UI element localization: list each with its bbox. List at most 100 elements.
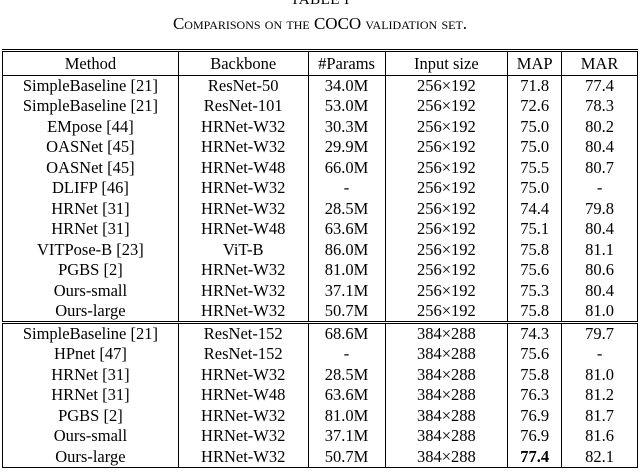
table-cell: 66.0M: [307, 157, 386, 178]
table-cell: HRNet-W32: [177, 198, 309, 219]
table-cell: 75.3: [507, 280, 563, 301]
table-row: HRNet [31] HRNet-W32 28.5M 384×288 75.8 81.0: [2, 364, 638, 385]
table-cell: 80.6: [561, 260, 638, 281]
table-cell: HRNet-W32: [177, 301, 309, 324]
table-cell: 75.8: [507, 239, 563, 260]
header-cell: Method: [2, 49, 179, 76]
table-cell: 81.6: [561, 426, 638, 447]
table-cell: 81.2: [561, 385, 638, 406]
table-cell: 81.0: [561, 364, 638, 385]
table-cell: HRNet-W32: [177, 116, 309, 137]
table-cell: 80.4: [561, 280, 638, 301]
table-row: Ours-large HRNet-W32 50.7M 256×192 75.8 81.0: [2, 301, 638, 324]
table-cell: HRNet-W32: [177, 137, 309, 158]
table-cell: 80.2: [561, 116, 638, 137]
row-group: SimpleBaseline [21] ResNet-50 34.0M 256×192…: [2, 75, 638, 324]
table-row: Ours-small HRNet-W32 37.1M 256×192 75.3 80.4: [2, 280, 638, 301]
table-cell: 50.7M: [307, 446, 386, 468]
table-cell: 256×192: [384, 75, 509, 96]
table-cell: 256×192: [384, 137, 509, 158]
table-cell: ResNet-101: [177, 96, 309, 117]
table-cell: EMpose [44]: [2, 116, 179, 137]
table-row: HPnet [47] ResNet-152-384×288 75.6-: [2, 344, 638, 365]
table-cell: 28.5M: [307, 364, 386, 385]
table-cell: 72.6: [507, 96, 563, 117]
table-cell: 79.7: [561, 322, 638, 344]
table-row: OASNet [45] HRNet-W48 66.0M 256×192 75.5 80.7: [2, 157, 638, 178]
table-cell: 80.4: [561, 137, 638, 158]
table-cell: 256×192: [384, 280, 509, 301]
table-cell: HRNet-W32: [177, 260, 309, 281]
table-cell: 82.1: [561, 446, 638, 468]
table-cell: PGBS [2]: [2, 405, 179, 426]
table-cell: 384×288: [384, 344, 509, 365]
table-cell: 50.7M: [307, 301, 386, 324]
table-cell: 256×192: [384, 198, 509, 219]
table-row: Ours-small HRNet-W32 37.1M 384×288 76.9 81.6: [2, 426, 638, 447]
table-cell: 37.1M: [307, 280, 386, 301]
table-cell: HRNet-W32: [177, 426, 309, 447]
table-cell: SimpleBaseline [21]: [2, 75, 179, 96]
table-cell: DLIFP [46]: [2, 178, 179, 199]
table-row: SimpleBaseline [21] ResNet-50 34.0M 256×192…: [2, 75, 638, 96]
table-cell: 81.7: [561, 405, 638, 426]
table-cell: HRNet-W48: [177, 385, 309, 406]
table-cell: -: [307, 344, 386, 365]
table-cell: 256×192: [384, 219, 509, 240]
table-cell: 53.0M: [307, 96, 386, 117]
header-cell: Input size: [384, 49, 509, 76]
table-cell: VITPose-B [23]: [2, 239, 179, 260]
table-cell: 71.8: [507, 75, 563, 96]
table-cell: 78.3: [561, 96, 638, 117]
results-table: Method Backbone #Params Input size MAP MAR Si…: [2, 49, 638, 468]
header-cell: #Params: [307, 49, 386, 76]
table-cell: HPnet [47]: [2, 344, 179, 365]
table-cell: ResNet-152: [177, 344, 309, 365]
table-cell: 256×192: [384, 178, 509, 199]
table-row: HRNet [31] HRNet-W32 28.5M 256×192 74.4 79.8: [2, 198, 638, 219]
table-cell: 256×192: [384, 301, 509, 324]
table-cell: SimpleBaseline [21]: [2, 322, 179, 344]
table-cell: HRNet [31]: [2, 385, 179, 406]
table-cell: ViT-B: [177, 239, 309, 260]
table-cell: 34.0M: [307, 75, 386, 96]
table-cell: ResNet-152: [177, 322, 309, 344]
header-row: Method Backbone #Params Input size MAP MAR: [2, 49, 638, 76]
table-cell: 384×288: [384, 385, 509, 406]
table-row: HRNet [31] HRNet-W48 63.6M 256×192 75.1 80.4: [2, 219, 638, 240]
table-cell: 75.6: [507, 344, 563, 365]
table-cell: 81.1: [561, 239, 638, 260]
table-cell: 81.0: [561, 301, 638, 324]
table-cell: Ours-small: [2, 280, 179, 301]
table-cell: 384×288: [384, 426, 509, 447]
table-cell: 63.6M: [307, 219, 386, 240]
table-cell: 76.3: [507, 385, 563, 406]
table-cell: Ours-small: [2, 426, 179, 447]
table-header: Method Backbone #Params Input size MAP MAR: [2, 49, 638, 76]
table-cell: HRNet-W32: [177, 446, 309, 468]
table-row: PGBS [2] HRNet-W32 81.0M 256×192 75.6 80.6: [2, 260, 638, 281]
table-cell: 79.8: [561, 198, 638, 219]
table-cell: 81.0M: [307, 405, 386, 426]
table-cell: SimpleBaseline [21]: [2, 96, 179, 117]
table-cell: OASNet [45]: [2, 157, 179, 178]
table-cell: Ours-large: [2, 301, 179, 324]
table-cell: 28.5M: [307, 198, 386, 219]
table-cell: 256×192: [384, 239, 509, 260]
table-cell: HRNet-W48: [177, 219, 309, 240]
table-cell: 384×288: [384, 364, 509, 385]
table-row: Ours-large HRNet-W32 50.7M 384×288 77.4 82.1: [2, 446, 638, 468]
table-cell: HRNet-W32: [177, 364, 309, 385]
table-cell: 86.0M: [307, 239, 386, 260]
table-cell: 384×288: [384, 446, 509, 468]
table-cell: PGBS [2]: [2, 260, 179, 281]
table-cell: -: [561, 344, 638, 365]
table-row: DLIFP [46] HRNet-W32-256×192 75.0-: [2, 178, 638, 199]
table-cell: 75.0: [507, 137, 563, 158]
table-cell: 75.1: [507, 219, 563, 240]
table-cell: 75.0: [507, 116, 563, 137]
table-cell: -: [307, 178, 386, 199]
table-cell: 30.3M: [307, 116, 386, 137]
table-row: OASNet [45] HRNet-W32 29.9M 256×192 75.0 80.4: [2, 137, 638, 158]
